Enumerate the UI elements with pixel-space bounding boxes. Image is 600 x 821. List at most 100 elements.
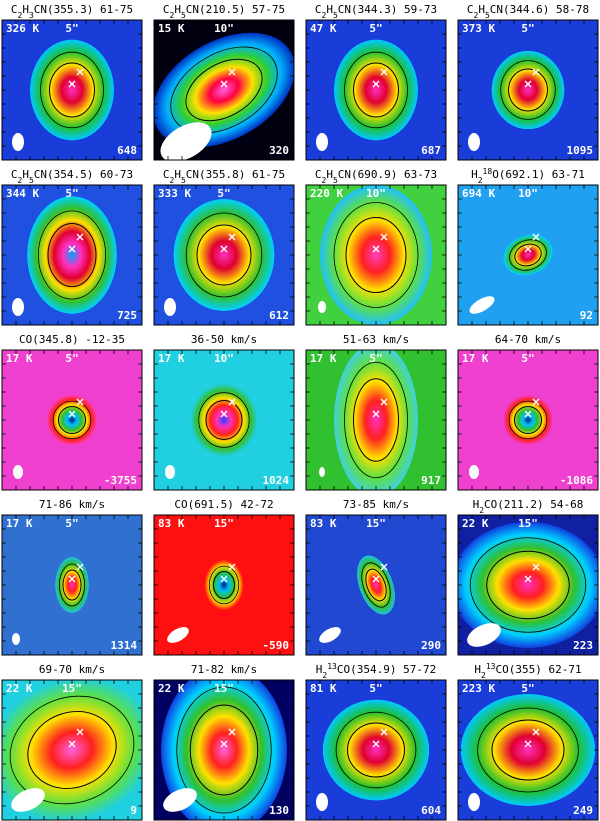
beam (469, 465, 479, 479)
scale-label: 15" (214, 517, 234, 530)
title-part: CN(344.6) 58-78 (490, 3, 589, 16)
title-part: 73-85 km/s (343, 498, 409, 511)
scale-label: 5" (369, 682, 382, 695)
title-part: 2 (322, 176, 327, 185)
emission (491, 50, 565, 130)
contour (514, 243, 542, 267)
beam (316, 793, 328, 811)
source-marker (228, 398, 236, 406)
value-label: 320 (269, 144, 289, 157)
beam (163, 788, 197, 812)
temperature-label: 22 K (158, 682, 185, 695)
value-label: 612 (269, 309, 289, 322)
title-part: 2 (478, 176, 483, 185)
panel-image (154, 185, 294, 325)
title-part: H (316, 663, 323, 676)
frame-ticks (154, 680, 294, 820)
source-marker (532, 563, 540, 571)
value-label: 687 (421, 144, 441, 157)
temperature-label: 22 K (6, 682, 33, 695)
beam (167, 627, 189, 643)
title-part: H (22, 168, 29, 181)
source-marker (372, 740, 380, 748)
beam (160, 122, 212, 160)
source-marker (532, 68, 540, 76)
contour (353, 378, 399, 462)
source-marker (380, 563, 388, 571)
source-marker (68, 740, 76, 748)
contour (189, 704, 259, 796)
title-part: 64-70 km/s (495, 333, 561, 346)
beam (319, 627, 341, 643)
scale-label: 5" (65, 352, 78, 365)
beam (469, 296, 495, 314)
title-part: 2 (322, 671, 327, 680)
frame-ticks (458, 20, 598, 160)
value-label: -590 (263, 639, 290, 652)
scale-label: 5" (369, 352, 382, 365)
contour (49, 62, 95, 118)
beam (165, 465, 175, 479)
contour (52, 400, 92, 440)
panel-image (154, 515, 294, 655)
frame-ticks (154, 515, 294, 655)
title-part: 5 (181, 176, 186, 185)
title-part: 2 (170, 11, 175, 20)
panel-image (306, 20, 446, 160)
beam (468, 133, 480, 151)
panel-title: 71-86 km/s (39, 498, 105, 511)
value-label: 249 (573, 804, 593, 817)
emission (503, 234, 553, 276)
title-part: CO(211.2) 54-68 (484, 498, 583, 511)
title-part: 5 (485, 11, 490, 20)
value-label: 1024 (263, 474, 290, 487)
contour (500, 60, 556, 120)
contour (38, 210, 106, 300)
title-part: C (11, 3, 18, 16)
temperature-label: 326 K (6, 22, 39, 35)
source-marker (380, 233, 388, 241)
emission (502, 394, 554, 446)
source-marker (524, 575, 532, 583)
panel-title: 36-50 km/s (191, 333, 257, 346)
panel-title: C2H5CN(210.5) 57-75 (163, 3, 285, 20)
temperature-label: 344 K (6, 187, 39, 200)
contour (59, 563, 86, 607)
panel-title: CO(345.8) -12-35 (19, 333, 125, 346)
title-part: O(692.1) 63-71 (492, 168, 585, 181)
panel-image (458, 185, 598, 325)
source-marker (76, 398, 84, 406)
source-marker (372, 410, 380, 418)
beam (12, 633, 20, 645)
panel-image (2, 20, 142, 160)
source-marker (532, 233, 540, 241)
scale-label: 5" (521, 352, 534, 365)
scale-label: 15" (518, 517, 538, 530)
source-marker (228, 233, 236, 241)
scale-label: 5" (65, 517, 78, 530)
title-part: CN(690.9) 63-73 (338, 168, 437, 181)
beam (467, 623, 501, 647)
frame-ticks (2, 185, 142, 325)
emission (322, 699, 430, 801)
temperature-label: 17 K (6, 517, 33, 530)
scale-label: 15" (214, 682, 234, 695)
emission (357, 555, 395, 615)
title-part: H (474, 663, 481, 676)
source-marker (532, 398, 540, 406)
title-part: CO(691.5) 42-72 (174, 498, 273, 511)
panel-title: 51-63 km/s (343, 333, 409, 346)
source-marker (372, 245, 380, 253)
value-label: 1314 (111, 639, 138, 652)
contour (176, 686, 272, 814)
beam (319, 467, 325, 477)
frame-ticks (306, 185, 446, 325)
source-marker (220, 575, 228, 583)
contour (62, 569, 82, 601)
value-label: 9 (130, 804, 137, 817)
panel-title: C2H5CN(354.5) 60-73 (11, 168, 133, 185)
panel-image (458, 515, 598, 655)
title-part: H (478, 3, 485, 16)
contour (345, 217, 407, 293)
beam (164, 298, 176, 316)
